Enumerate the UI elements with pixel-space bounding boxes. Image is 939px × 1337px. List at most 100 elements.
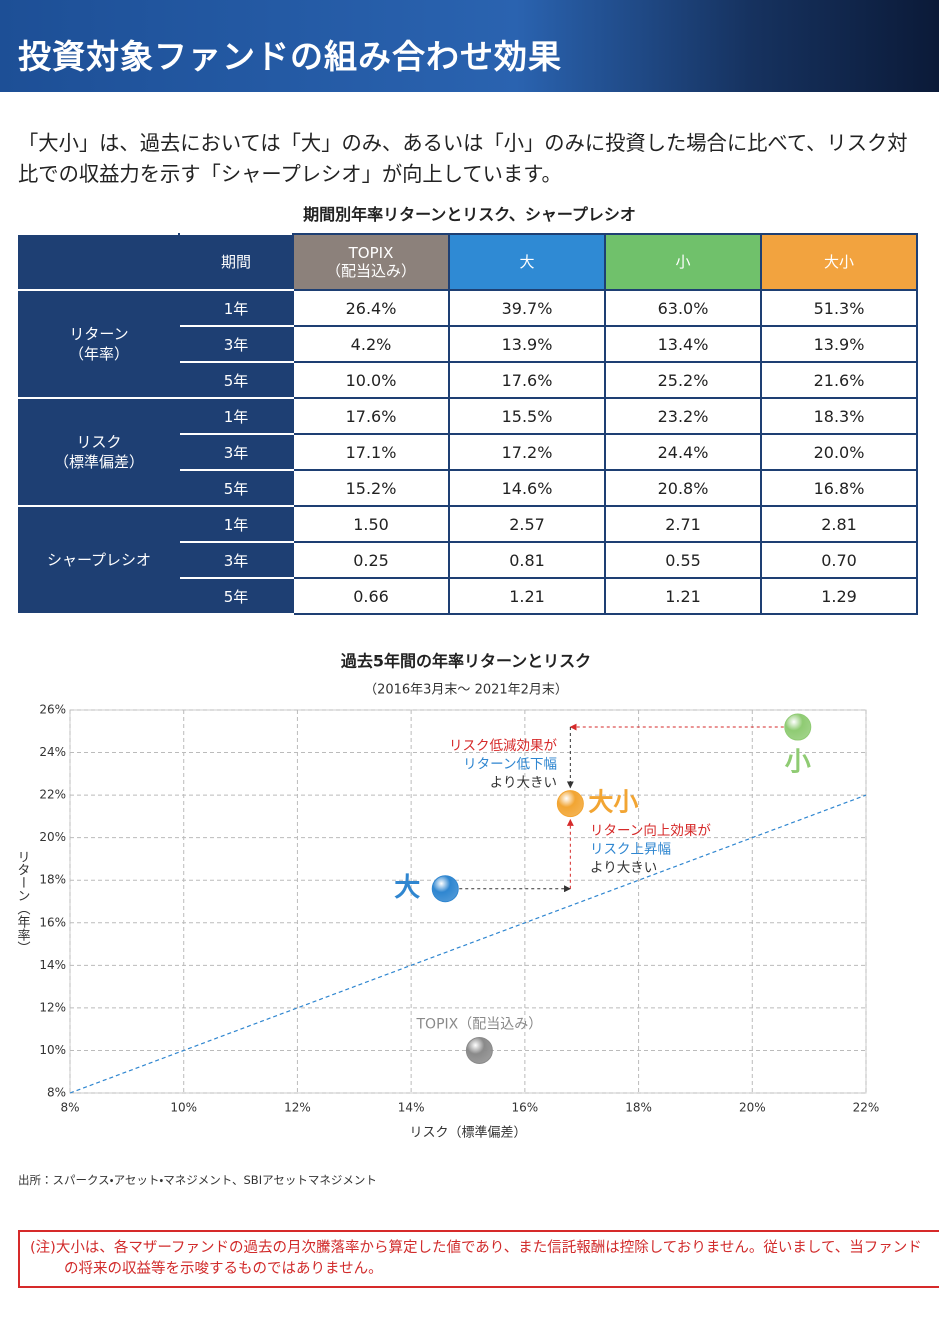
table-row: 5年 0.66 1.21 1.21 1.29 bbox=[19, 577, 918, 615]
y-tick-label: 26% bbox=[39, 703, 66, 717]
point-label: 大 bbox=[394, 873, 420, 903]
point-label: TOPIX（配当込み） bbox=[416, 1016, 543, 1032]
table-row: リターン （年率） 1年 26.4% 39.7% 63.0% 51.3% bbox=[18, 289, 918, 399]
point-label: 小 bbox=[785, 748, 811, 778]
x-axis-label: リスク（標準偏差） bbox=[409, 1125, 526, 1141]
y-tick-label: 20% bbox=[39, 830, 66, 844]
value-cell: 20.8% bbox=[604, 469, 762, 507]
data-point bbox=[784, 713, 812, 741]
header: 投資対象ファンドの組み合わせ効果 bbox=[0, 0, 939, 92]
y-tick-label: 24% bbox=[39, 745, 66, 759]
value-cell: 2.81 bbox=[760, 505, 918, 543]
value-cell: 24.4% bbox=[604, 433, 762, 471]
fund-name: 小 bbox=[675, 253, 691, 271]
y-tick-label: 10% bbox=[39, 1043, 66, 1057]
period-cell: 5年 bbox=[178, 361, 294, 399]
y-tick-label: 16% bbox=[39, 915, 66, 929]
data-point bbox=[431, 875, 459, 903]
header-cell: TOPIX （配当込み） bbox=[292, 233, 450, 291]
value-cell: 1.21 bbox=[448, 577, 606, 615]
fund-sub: （配当込み） bbox=[325, 262, 416, 280]
value-cell: 14.6% bbox=[448, 469, 606, 507]
header-cell: 大小 bbox=[760, 233, 918, 291]
period-cell: 3年 bbox=[178, 325, 294, 363]
chart-subtitle: （2016年3月末～ 2021年2月末） bbox=[364, 683, 568, 698]
value-cell: 17.2% bbox=[448, 433, 606, 471]
value-cell: 2.57 bbox=[448, 505, 606, 543]
y-tick-label: 14% bbox=[39, 958, 66, 972]
y-tick-label: 18% bbox=[39, 873, 66, 887]
table-row: 3年 0.25 0.81 0.55 0.70 bbox=[19, 541, 918, 579]
x-tick-label: 14% bbox=[398, 1101, 425, 1115]
value-cell: 16.8% bbox=[760, 469, 918, 507]
value-cell: 0.25 bbox=[292, 541, 450, 579]
corner-cell bbox=[18, 233, 180, 291]
group-sub: （標準偏差） bbox=[53, 453, 144, 471]
table-row: 5年 15.2% 14.6% 20.8% 16.8% bbox=[19, 469, 918, 507]
annotation: リスク低減効果が bbox=[449, 737, 557, 754]
value-cell: 13.9% bbox=[448, 325, 606, 363]
header-cell: 大 bbox=[448, 233, 606, 291]
fund-name: TOPIX bbox=[348, 244, 394, 262]
value-cell: 17.6% bbox=[448, 361, 606, 399]
group-label: シャープレシオ bbox=[46, 551, 152, 569]
reference-line bbox=[69, 794, 867, 1094]
chart-title: 過去5年間の年率リターンとリスク bbox=[341, 652, 591, 671]
period-cell: 1年 bbox=[178, 289, 294, 327]
point-label: 大小 bbox=[588, 788, 638, 817]
plot-area bbox=[69, 709, 867, 1094]
y-tick-label: 22% bbox=[39, 788, 66, 802]
period-cell: 5年 bbox=[178, 577, 294, 615]
value-cell: 2.71 bbox=[604, 505, 762, 543]
data-point bbox=[556, 790, 584, 818]
scatter-chart: 過去5年間の年率リターンとリスク （2016年3月末～ 2021年2月末） リス… bbox=[15, 652, 880, 1141]
annotation: リターン低下幅 bbox=[463, 757, 557, 773]
value-cell: 1.21 bbox=[604, 577, 762, 615]
value-cell: 39.7% bbox=[448, 289, 606, 327]
annotation: より大きい bbox=[590, 860, 657, 876]
group-label: リスク bbox=[76, 433, 122, 451]
table-row: シャープレシオ 1年 1.50 2.57 2.71 2.81 bbox=[18, 505, 918, 615]
y-axis-label: リターン（年率） bbox=[15, 850, 31, 954]
x-tick-label: 20% bbox=[739, 1101, 766, 1115]
value-cell: 20.0% bbox=[760, 433, 918, 471]
source: 出所：スパークス・アセット・マネジメント、SBIアセットマネジメント bbox=[18, 1173, 377, 1187]
x-tick-label: 10% bbox=[170, 1101, 197, 1115]
group-sub: （年率） bbox=[68, 345, 129, 363]
data-point bbox=[465, 1036, 493, 1064]
note: (注)大小は、各マザーファンドの過去の月次騰落率から算定した値であり、また信託報… bbox=[18, 1230, 939, 1288]
period-cell: 3年 bbox=[178, 433, 294, 471]
table-row: 3年 4.2% 13.9% 13.4% 13.9% bbox=[19, 325, 918, 363]
value-cell: 21.6% bbox=[760, 361, 918, 399]
table-row: 5年 10.0% 17.6% 25.2% 21.6% bbox=[19, 361, 918, 399]
group-label: リターン bbox=[69, 325, 129, 343]
period-cell: 5年 bbox=[178, 469, 294, 507]
value-cell: 17.6% bbox=[292, 397, 450, 435]
value-cell: 0.81 bbox=[448, 541, 606, 579]
value-cell: 1.29 bbox=[760, 577, 918, 615]
value-cell: 10.0% bbox=[292, 361, 450, 399]
group-cell: シャープレシオ bbox=[18, 505, 180, 615]
value-cell: 26.4% bbox=[292, 289, 450, 327]
x-tick-label: 8% bbox=[60, 1101, 79, 1115]
value-cell: 13.9% bbox=[760, 325, 918, 363]
value-cell: 13.4% bbox=[604, 325, 762, 363]
value-cell: 23.2% bbox=[604, 397, 762, 435]
x-tick-label: 22% bbox=[853, 1101, 880, 1115]
group-cell: リスク （標準偏差） bbox=[18, 397, 180, 507]
value-cell: 0.70 bbox=[760, 541, 918, 579]
annotation: リスク上昇幅 bbox=[590, 842, 671, 858]
y-tick-label: 8% bbox=[47, 1086, 66, 1100]
header-cell: 小 bbox=[604, 233, 762, 291]
intro-text: 「大小」は、過去においては「大」のみ、あるいは「小」のみに投資した場合に比べて、… bbox=[18, 131, 908, 186]
value-cell: 51.3% bbox=[760, 289, 918, 327]
y-tick-label: 12% bbox=[39, 1000, 66, 1014]
header-cell: 期間 bbox=[178, 233, 294, 291]
table-row: 3年 17.1% 17.2% 24.4% 20.0% bbox=[19, 433, 918, 471]
header-row: 期間 TOPIX （配当込み）大小大小 bbox=[18, 233, 918, 291]
value-cell: 63.0% bbox=[604, 289, 762, 327]
period-cell: 3年 bbox=[178, 541, 294, 579]
x-tick-label: 16% bbox=[512, 1101, 539, 1115]
fund-name: 大小 bbox=[823, 253, 854, 271]
